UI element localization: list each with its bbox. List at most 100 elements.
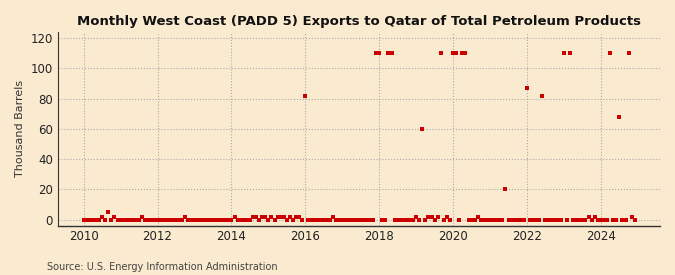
Point	[506, 217, 517, 222]
Point	[124, 217, 135, 222]
Point	[331, 217, 342, 222]
Point	[325, 217, 335, 222]
Point	[534, 217, 545, 222]
Point	[574, 217, 585, 222]
Point	[300, 93, 310, 98]
Point	[161, 217, 172, 222]
Point	[408, 217, 418, 222]
Point	[155, 217, 166, 222]
Point	[362, 217, 373, 222]
Point	[254, 217, 265, 222]
Title: Monthly West Coast (PADD 5) Exports to Qatar of Total Petroleum Products: Monthly West Coast (PADD 5) Exports to Q…	[77, 15, 641, 28]
Point	[420, 217, 431, 222]
Point	[100, 217, 111, 222]
Point	[481, 217, 492, 222]
Point	[518, 217, 529, 222]
Point	[220, 217, 231, 222]
Point	[180, 214, 190, 219]
Point	[605, 51, 616, 55]
Point	[417, 126, 428, 131]
Text: Source: U.S. Energy Information Administration: Source: U.S. Energy Information Administ…	[47, 262, 278, 272]
Point	[186, 217, 197, 222]
Point	[266, 214, 277, 219]
Point	[479, 217, 489, 222]
Point	[589, 214, 600, 219]
Point	[146, 217, 157, 222]
Point	[195, 217, 206, 222]
Point	[303, 217, 314, 222]
Point	[309, 217, 320, 222]
Point	[207, 217, 218, 222]
Point	[457, 51, 468, 55]
Point	[165, 217, 176, 222]
Point	[377, 217, 387, 222]
Point	[404, 217, 415, 222]
Point	[256, 214, 267, 219]
Point	[211, 217, 221, 222]
Point	[94, 217, 105, 222]
Point	[90, 217, 101, 222]
Point	[112, 217, 123, 222]
Point	[445, 217, 456, 222]
Point	[294, 214, 304, 219]
Point	[614, 114, 625, 119]
Point	[109, 214, 120, 219]
Point	[466, 217, 477, 222]
Point	[340, 217, 351, 222]
Point	[593, 217, 603, 222]
Point	[562, 217, 572, 222]
Point	[103, 210, 113, 214]
Point	[229, 214, 240, 219]
Point	[368, 217, 379, 222]
Point	[281, 217, 292, 222]
Point	[540, 217, 551, 222]
Point	[201, 217, 212, 222]
Point	[352, 217, 363, 222]
Point	[173, 217, 184, 222]
Point	[414, 217, 425, 222]
Point	[623, 51, 634, 55]
Point	[337, 217, 348, 222]
Point	[469, 217, 480, 222]
Point	[242, 217, 252, 222]
Point	[319, 217, 329, 222]
Point	[291, 214, 302, 219]
Point	[177, 217, 188, 222]
Point	[78, 217, 89, 222]
Point	[429, 217, 440, 222]
Point	[383, 51, 394, 55]
Point	[531, 217, 541, 222]
Point	[334, 217, 345, 222]
Point	[451, 51, 462, 55]
Point	[364, 217, 375, 222]
Point	[374, 51, 385, 55]
Point	[263, 217, 274, 222]
Point	[516, 217, 526, 222]
Point	[306, 217, 317, 222]
Point	[260, 214, 271, 219]
Point	[426, 214, 437, 219]
Point	[497, 217, 508, 222]
Point	[580, 217, 591, 222]
Point	[343, 217, 354, 222]
Point	[500, 187, 511, 191]
Point	[248, 214, 259, 219]
Point	[217, 217, 227, 222]
Point	[512, 217, 523, 222]
Point	[611, 217, 622, 222]
Point	[626, 214, 637, 219]
Point	[238, 217, 249, 222]
Point	[617, 217, 628, 222]
Point	[460, 51, 470, 55]
Point	[236, 217, 246, 222]
Point	[587, 217, 597, 222]
Point	[546, 217, 557, 222]
Point	[152, 217, 163, 222]
Point	[392, 217, 403, 222]
Point	[599, 217, 610, 222]
Point	[620, 217, 631, 222]
Point	[528, 217, 539, 222]
Point	[272, 214, 283, 219]
Point	[565, 51, 576, 55]
Point	[441, 214, 452, 219]
